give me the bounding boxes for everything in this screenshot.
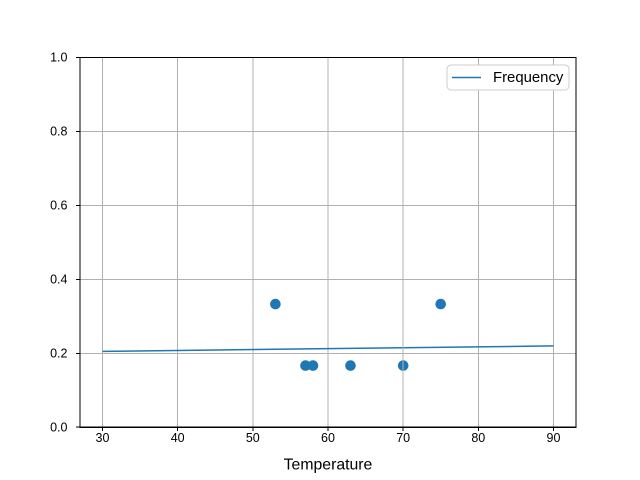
svg-text:Temperature: Temperature	[284, 457, 373, 474]
svg-text:0.4: 0.4	[50, 273, 67, 287]
svg-text:0.6: 0.6	[50, 199, 67, 213]
svg-text:90: 90	[547, 431, 561, 445]
svg-text:30: 30	[96, 431, 110, 445]
svg-text:Frequency: Frequency	[493, 70, 564, 86]
svg-text:50: 50	[246, 431, 260, 445]
svg-text:0.2: 0.2	[50, 346, 67, 360]
svg-text:0.0: 0.0	[50, 420, 67, 434]
svg-text:1.0: 1.0	[50, 51, 67, 65]
svg-text:40: 40	[171, 431, 185, 445]
svg-text:60: 60	[321, 431, 335, 445]
svg-text:70: 70	[396, 431, 410, 445]
svg-text:80: 80	[471, 431, 485, 445]
svg-text:0.8: 0.8	[50, 125, 67, 139]
